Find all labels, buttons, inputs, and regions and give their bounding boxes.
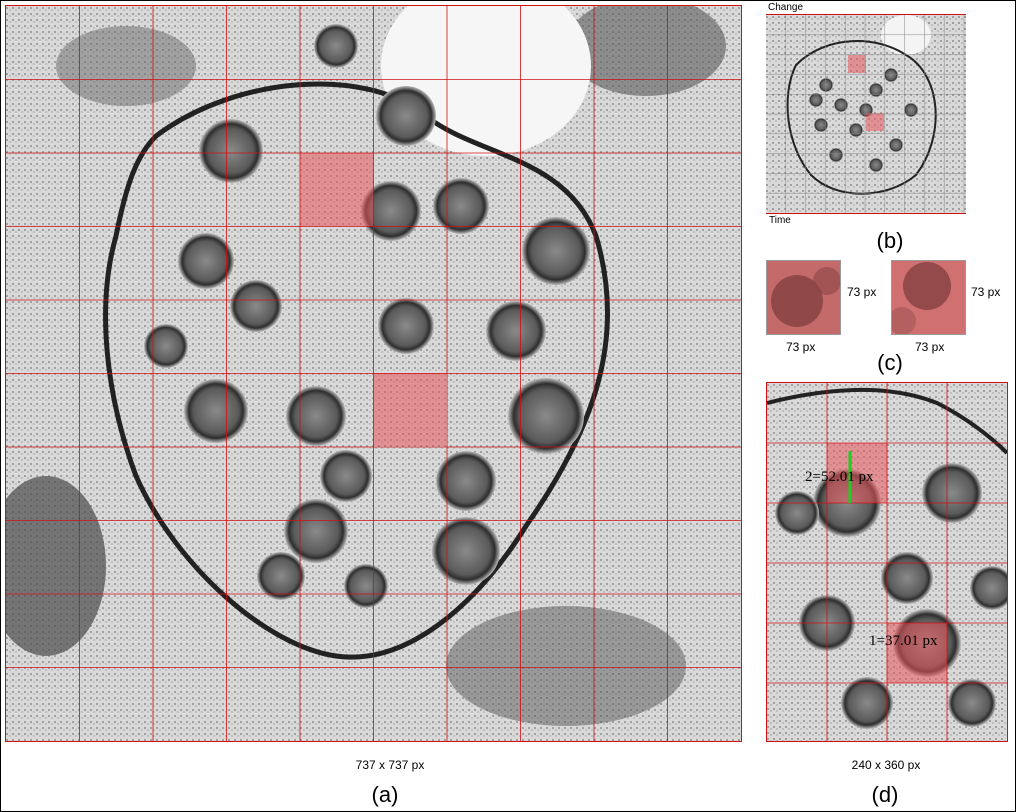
panel-b-bottom-label: Time	[769, 215, 791, 226]
panel-a-size-label: 737 x 737 px	[330, 758, 450, 772]
overview-virion	[869, 158, 883, 172]
panel-b-image	[766, 15, 966, 213]
zoom-highlight-1	[887, 623, 947, 683]
overview-virion	[819, 78, 833, 92]
overview-virion	[829, 148, 843, 162]
panel-b-caption: (b)	[860, 228, 920, 254]
overview-highlight-1	[848, 55, 866, 73]
panel-d-zoom: 2=52.01 px 1=37.01 px	[766, 382, 1008, 742]
overview-highlight-2	[866, 113, 884, 131]
measurement-2-label: 2=52.01 px	[805, 469, 874, 485]
tile-2-height-label: 73 px	[971, 285, 1000, 299]
overview-virion	[849, 123, 863, 137]
tile-2	[891, 260, 966, 335]
panel-d-caption: (d)	[855, 782, 915, 808]
overview-virion	[834, 98, 848, 112]
tile-1	[766, 260, 841, 335]
panel-a-image	[6, 6, 741, 741]
panel-a-caption: (a)	[355, 782, 415, 808]
panel-c-caption: (c)	[860, 350, 920, 376]
overview-virion	[814, 118, 828, 132]
panel-b-top-label: Change	[768, 2, 803, 13]
measurement-1-label: 1=37.01 px	[869, 633, 938, 649]
tile-1-width-label: 73 px	[786, 340, 815, 354]
highlight-cell-2	[373, 373, 446, 446]
overview-virion	[869, 83, 883, 97]
panel-b-overview	[766, 14, 966, 214]
overview-virion	[884, 68, 898, 82]
highlight-cell-1	[300, 153, 373, 226]
overview-virion	[904, 103, 918, 117]
overview-virion	[809, 93, 823, 107]
overview-virion	[889, 138, 903, 152]
tile-1-height-label: 73 px	[847, 285, 876, 299]
panel-d-image: 2=52.01 px 1=37.01 px	[767, 383, 1007, 741]
panel-d-size-label: 240 x 360 px	[826, 758, 946, 772]
panel-a-micrograph	[5, 5, 742, 742]
